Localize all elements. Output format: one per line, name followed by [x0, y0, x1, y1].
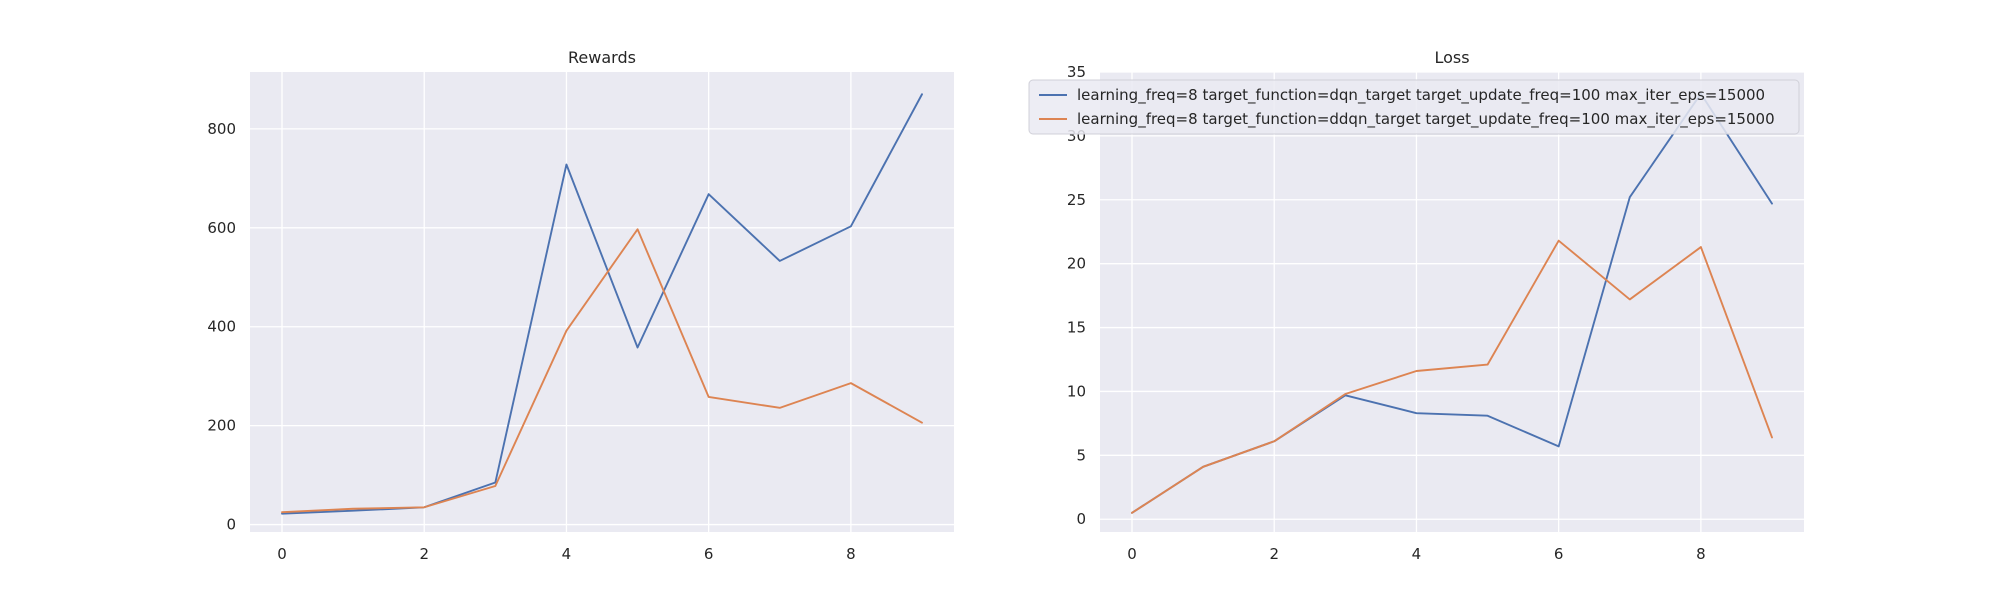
rewards-x-tick-label: 2 — [419, 545, 429, 563]
rewards-plot-area — [250, 72, 954, 532]
loss-legend: learning_freq=8 target_function=dqn_targ… — [1028, 79, 1800, 135]
loss-x-tick-label: 2 — [1269, 545, 1279, 563]
rewards-series-1-line — [281, 93, 923, 515]
rewards-chart: 0 2 4 6 8 0 200 400 600 800 Rewards — [207, 48, 954, 563]
rewards-series-2-line — [281, 228, 923, 514]
rewards-chart-title: Rewards — [568, 48, 636, 67]
rewards-x-tick-label: 0 — [277, 545, 287, 563]
loss-y-tick-label: 0 — [1076, 510, 1086, 528]
loss-y-tick-label: 20 — [1067, 255, 1086, 273]
loss-legend-box — [1028, 79, 1800, 135]
loss-chart-title: Loss — [1434, 48, 1469, 67]
loss-x-tick-label: 4 — [1412, 545, 1422, 563]
rewards-y-tick-label: 800 — [207, 120, 236, 138]
loss-y-tick-label: 10 — [1067, 382, 1086, 400]
rewards-y-tick-label: 600 — [207, 219, 236, 237]
rewards-x-tick-label: 8 — [846, 545, 856, 563]
loss-x-tick-label: 0 — [1127, 545, 1137, 563]
loss-plot-area — [1100, 72, 1804, 532]
loss-legend-label: learning_freq=8 target_function=dqn_targ… — [1077, 86, 1765, 105]
rewards-x-tick-label: 4 — [562, 545, 572, 563]
loss-legend-label: learning_freq=8 target_function=ddqn_tar… — [1077, 110, 1775, 129]
loss-series-2-line — [1131, 239, 1773, 514]
loss-y-tick-label: 15 — [1067, 319, 1086, 337]
loss-y-tick-label: 35 — [1067, 63, 1086, 81]
rewards-y-tick-label: 400 — [207, 318, 236, 336]
rewards-x-tick-label: 6 — [704, 545, 714, 563]
rewards-y-tick-label: 200 — [207, 417, 236, 435]
loss-y-tick-label: 25 — [1067, 191, 1086, 209]
loss-x-tick-label: 8 — [1696, 545, 1706, 563]
loss-y-tick-label: 5 — [1076, 446, 1086, 464]
loss-x-tick-label: 6 — [1554, 545, 1564, 563]
rewards-y-tick-label: 0 — [226, 516, 236, 534]
